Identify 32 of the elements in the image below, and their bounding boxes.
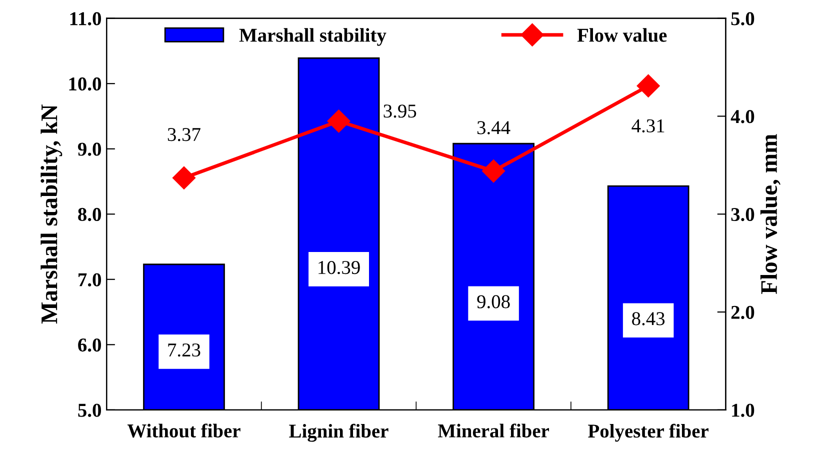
y2-tick-label: 5.0 <box>731 12 754 26</box>
point <box>172 166 196 190</box>
y2-axis-title: Flow value, mm <box>760 134 780 294</box>
y2-tick-label: 2.0 <box>731 306 754 320</box>
y2-tick-label: 1.0 <box>732 404 754 417</box>
y-tick-label: 6.0 <box>78 338 101 352</box>
data-label: 10.39 <box>318 260 360 274</box>
point <box>636 74 660 98</box>
y-tick-label: 5.0 <box>78 404 101 417</box>
legend-label: Flow value <box>577 28 667 42</box>
data-label: 8.43 <box>632 312 665 326</box>
data-label: 4.31 <box>632 119 664 132</box>
y2-tick-label: 3.0 <box>731 208 754 222</box>
data-label: 7.23 <box>168 343 200 357</box>
y-tick-label: 10.0 <box>69 77 101 91</box>
y-tick-label: 7.0 <box>78 273 101 286</box>
y-tick-label: 11.0 <box>70 12 101 26</box>
data-label: 3.37 <box>168 128 200 142</box>
x-tick-label: Without fiber <box>127 424 240 438</box>
data-label: 9.08 <box>477 295 510 308</box>
y2-tick-label: 4.0 <box>730 110 754 124</box>
x-tick-label: Polyester fiber <box>588 424 708 442</box>
data-label: 3.44 <box>477 121 510 134</box>
point <box>327 110 350 133</box>
legend-label: Marshall stability <box>239 28 386 46</box>
y-tick-label: 9.0 <box>78 142 101 156</box>
x-tick-label: Lignin fiber <box>289 424 388 442</box>
y-axis-title: Marshall stability, kN <box>40 104 62 324</box>
data-label: 3.95 <box>384 104 416 118</box>
x-tick-label: Mineral fiber <box>438 424 549 438</box>
y-tick-label: 8.0 <box>78 208 101 222</box>
point <box>482 160 506 183</box>
